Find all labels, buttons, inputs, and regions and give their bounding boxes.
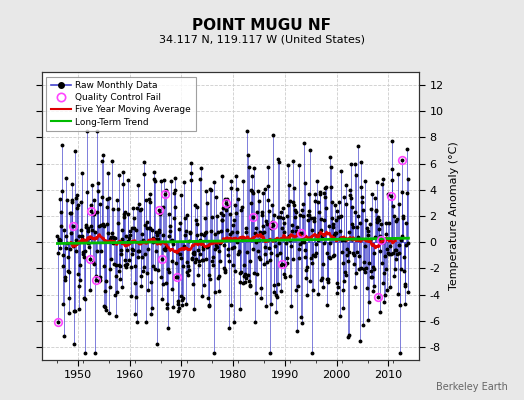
Text: POINT MUGU NF: POINT MUGU NF <box>192 18 332 33</box>
Text: 34.117 N, 119.117 W (United States): 34.117 N, 119.117 W (United States) <box>159 34 365 44</box>
Y-axis label: Temperature Anomaly (°C): Temperature Anomaly (°C) <box>449 142 460 290</box>
Text: Berkeley Earth: Berkeley Earth <box>436 382 508 392</box>
Legend: Raw Monthly Data, Quality Control Fail, Five Year Moving Average, Long-Term Tren: Raw Monthly Data, Quality Control Fail, … <box>47 76 195 131</box>
